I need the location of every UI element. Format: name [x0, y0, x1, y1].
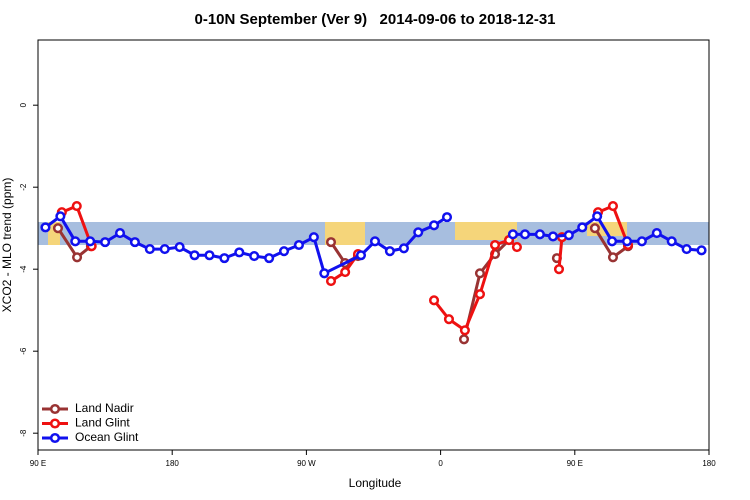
y-axis-label: XCO2 - MLO trend (ppm) — [0, 178, 14, 313]
point — [459, 325, 470, 336]
point — [474, 268, 486, 279]
point — [607, 236, 618, 247]
y-tick-label: -2 — [19, 183, 28, 191]
point — [174, 242, 185, 253]
point — [607, 201, 619, 212]
point — [413, 227, 424, 238]
legend-marker — [49, 432, 61, 444]
point — [428, 295, 440, 306]
point — [114, 228, 126, 239]
point — [249, 251, 260, 262]
x-tick-label: 180 — [702, 459, 716, 468]
point — [489, 239, 501, 251]
y-tick-label: -4 — [19, 265, 28, 273]
x-tick-label: 90 W — [297, 459, 316, 468]
point — [384, 246, 395, 257]
point — [369, 236, 381, 247]
point — [666, 236, 677, 247]
point — [144, 244, 155, 255]
point — [85, 236, 96, 247]
point — [519, 229, 531, 240]
y-tick-label: -8 — [19, 429, 28, 437]
point — [507, 229, 518, 240]
point — [651, 228, 662, 239]
point — [70, 236, 81, 247]
point — [55, 211, 66, 222]
point — [293, 239, 304, 251]
point — [204, 250, 215, 261]
x-tick-label: 180 — [166, 459, 180, 468]
x-axis-label: Longitude — [349, 476, 402, 490]
legend-label: Land Glint — [75, 416, 130, 430]
point — [621, 236, 633, 247]
point — [219, 253, 230, 264]
point — [319, 268, 330, 279]
point — [636, 236, 647, 247]
point — [534, 229, 545, 240]
point — [264, 253, 275, 264]
point — [696, 245, 707, 256]
point — [308, 232, 319, 243]
point — [340, 267, 351, 278]
plot-frame — [37, 39, 710, 451]
x-tick-label: 90 E — [567, 459, 583, 468]
point — [52, 223, 64, 234]
chart-title: 0-10N September (Ver 9) 2014-09-06 to 20… — [194, 11, 555, 28]
point — [355, 250, 367, 261]
ocean-band — [38, 222, 709, 245]
point — [71, 201, 82, 212]
point — [325, 237, 337, 248]
legend-marker — [49, 418, 61, 429]
point — [325, 276, 337, 287]
point — [72, 252, 83, 263]
point — [681, 244, 692, 255]
point — [553, 264, 565, 275]
point — [607, 252, 619, 263]
point — [511, 242, 522, 253]
point — [547, 231, 559, 242]
point — [589, 223, 600, 234]
point — [189, 250, 200, 261]
point — [428, 220, 440, 231]
land-patch — [455, 222, 517, 240]
point — [441, 212, 453, 223]
x-tick-label: 0 — [438, 459, 443, 468]
point — [443, 314, 455, 325]
point — [40, 222, 51, 233]
point — [398, 243, 409, 254]
point — [159, 244, 170, 255]
y-tick-label: 0 — [19, 102, 28, 107]
y-tick-label: -6 — [19, 347, 28, 355]
point — [563, 230, 574, 241]
legend-marker — [49, 403, 61, 415]
point — [577, 222, 588, 233]
point — [234, 247, 245, 258]
point — [474, 289, 486, 300]
point — [278, 246, 290, 257]
legend-label: Land Nadir — [75, 401, 134, 415]
x-tick-label: 90 E — [30, 459, 46, 468]
legend-label: Ocean Glint — [75, 430, 139, 444]
point — [129, 237, 140, 248]
point — [592, 211, 603, 222]
point — [100, 237, 111, 248]
point — [458, 334, 470, 345]
